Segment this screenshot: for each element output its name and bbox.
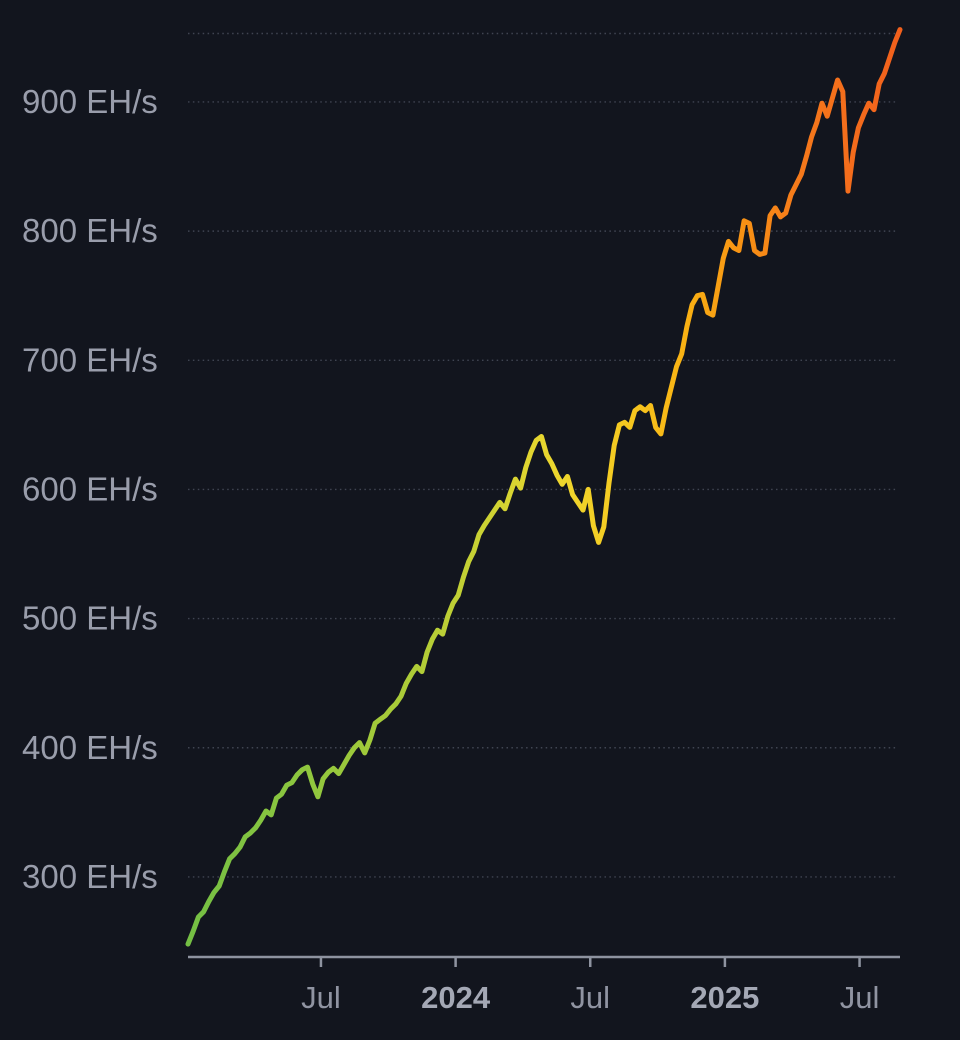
x-axis-label: 2025 [690, 980, 759, 1015]
y-axis-label: 800 EH/s [22, 212, 158, 249]
y-axis-label: 400 EH/s [22, 729, 158, 766]
y-axis-label: 600 EH/s [22, 470, 158, 507]
x-axis-label: Jul [570, 980, 610, 1015]
x-axis-label: Jul [840, 980, 880, 1015]
hashrate-series-line[interactable] [185, 27, 903, 947]
y-axis-label: 900 EH/s [22, 83, 158, 120]
y-axis-label: 300 EH/s [22, 858, 158, 895]
y-axis-label: 700 EH/s [22, 341, 158, 378]
y-axis-label: 500 EH/s [22, 600, 158, 637]
x-axis-label: Jul [301, 980, 341, 1015]
x-axis-label: 2024 [421, 980, 491, 1015]
